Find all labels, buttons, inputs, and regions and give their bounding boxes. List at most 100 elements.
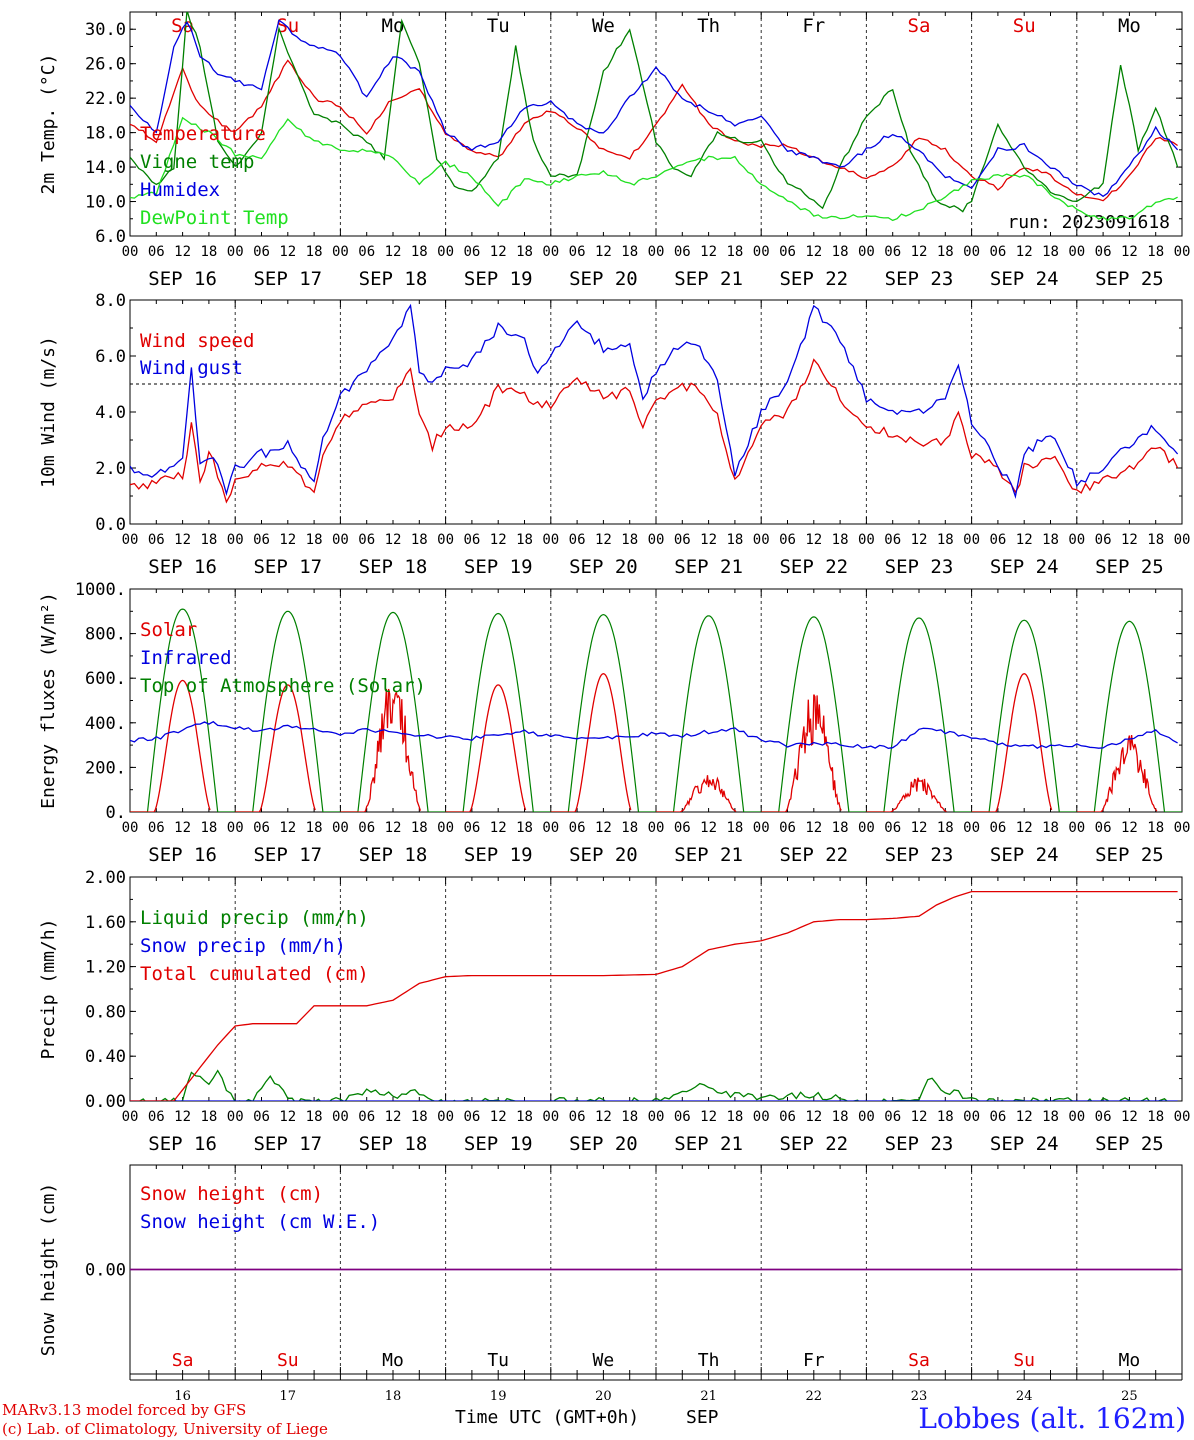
x-day-label: SEP 24 bbox=[990, 268, 1059, 290]
y-axis-label: 2m Temp. (°C) bbox=[38, 54, 59, 195]
x-hour-label: 06 bbox=[148, 1109, 165, 1125]
x-day-label: SEP 23 bbox=[885, 1133, 954, 1155]
y-tick-label: 18.0 bbox=[85, 124, 126, 144]
x-hour-label: 00 bbox=[753, 244, 770, 260]
x-hour-label: 12 bbox=[1016, 1109, 1033, 1125]
x-hour-label: 06 bbox=[989, 820, 1006, 836]
x-hour-label: 18 bbox=[832, 820, 849, 836]
x-day-label: SEP 17 bbox=[253, 268, 322, 290]
x-hour-label: 00 bbox=[542, 820, 559, 836]
plot-frame bbox=[129, 588, 1183, 813]
y-tick-label: 8.0 bbox=[95, 291, 126, 311]
toa-solar-line bbox=[971, 619, 1077, 812]
weekday-label: Tu bbox=[487, 1350, 509, 1371]
x-day-label: SEP 18 bbox=[359, 556, 428, 578]
x-hour-label: 12 bbox=[805, 1109, 822, 1125]
legend-entry: Wind speed bbox=[140, 330, 254, 352]
x-hour-label: 00 bbox=[437, 244, 454, 260]
day-number-label: 25 bbox=[1121, 1389, 1138, 1404]
x-hour-label: 12 bbox=[1121, 820, 1138, 836]
y-tick-label: 400. bbox=[85, 714, 126, 734]
x-hour-label: 06 bbox=[569, 244, 586, 260]
x-hour-label: 00 bbox=[1068, 532, 1085, 548]
x-hour-label: 12 bbox=[279, 532, 296, 548]
x-hour-label: 12 bbox=[174, 1109, 191, 1125]
day-number-label: 22 bbox=[806, 1389, 823, 1404]
x-day-label: SEP 21 bbox=[674, 844, 743, 866]
x-day-label: SEP 21 bbox=[674, 556, 743, 578]
dewpoint-templine bbox=[130, 116, 1178, 222]
x-hour-label: 18 bbox=[411, 820, 428, 836]
y-tick-label: 1000. bbox=[75, 580, 126, 600]
x-hour-label: 06 bbox=[779, 820, 796, 836]
y-tick-label: 0.00 bbox=[85, 1261, 126, 1281]
x-hour-label: 06 bbox=[1095, 820, 1112, 836]
y-tick-label: 0. bbox=[106, 803, 126, 823]
solar-line bbox=[971, 673, 1053, 812]
x-hour-label: 18 bbox=[726, 244, 743, 260]
toa-solar-line bbox=[1076, 620, 1182, 812]
x-day-label: SEP 24 bbox=[990, 556, 1059, 578]
x-hour-label: 00 bbox=[753, 1109, 770, 1125]
x-hour-label: 12 bbox=[911, 532, 928, 548]
x-hour-label: 18 bbox=[1147, 820, 1164, 836]
weekday-label: Fr bbox=[803, 1350, 825, 1371]
x-hour-label: 18 bbox=[937, 1109, 954, 1125]
x-hour-label: 06 bbox=[253, 532, 270, 548]
x-hour-label: 06 bbox=[884, 1109, 901, 1125]
x-hour-label: 18 bbox=[200, 532, 217, 548]
x-hour-label: 00 bbox=[648, 820, 665, 836]
legend-entry: Snow height (cm) bbox=[140, 1183, 323, 1205]
toa-solar-line bbox=[656, 615, 762, 812]
x-hour-label: 12 bbox=[174, 820, 191, 836]
x-hour-label: 06 bbox=[1095, 532, 1112, 548]
x-hour-label: 00 bbox=[227, 244, 244, 260]
x-day-label: SEP 25 bbox=[1095, 268, 1164, 290]
x-hour-label: 00 bbox=[122, 820, 139, 836]
x-axis-title: Time UTC (GMT+0h) bbox=[455, 1407, 639, 1428]
total-cumulated-cm-line bbox=[130, 890, 1178, 1101]
legend-entry: DewPoint Temp bbox=[140, 207, 289, 229]
panel-wind: 8.0 6.0 4.0 2.0 0.0 10m Wind (m/s) 00 06 12 18 00 0… bbox=[38, 291, 1190, 578]
x-hour-label: 00 bbox=[122, 1109, 139, 1125]
series-group bbox=[130, 303, 1179, 504]
x-hour-label: 12 bbox=[805, 820, 822, 836]
x-hour-label: 18 bbox=[306, 820, 323, 836]
x-hour-label: 06 bbox=[779, 244, 796, 260]
y-tick-label: 0.40 bbox=[85, 1047, 126, 1067]
weekday-label: Mo bbox=[382, 15, 405, 37]
x-hour-label: 18 bbox=[411, 244, 428, 260]
x-hour-label: 06 bbox=[989, 1109, 1006, 1125]
y-tick-label: 4.0 bbox=[95, 403, 126, 423]
panels: 30.0 26.0 22.0 18.0 14.0 10.0 6.0 2m Temp. (°C)… bbox=[38, 11, 1190, 1404]
y-axis-label: Precip (mm/h) bbox=[38, 919, 59, 1060]
toa-solar-line bbox=[761, 616, 867, 812]
x-day-label: SEP 22 bbox=[779, 844, 848, 866]
x-hour-label: 00 bbox=[648, 532, 665, 548]
x-hour-label: 12 bbox=[1121, 532, 1138, 548]
weekday-label: Su bbox=[276, 15, 299, 37]
y-axis-label: 10m Wind (m/s) bbox=[38, 336, 59, 488]
legend-entry: Temperature bbox=[140, 123, 266, 145]
x-hour-label: 12 bbox=[385, 820, 402, 836]
x-hour-label: 00 bbox=[1174, 532, 1191, 548]
x-hour-label: 18 bbox=[411, 532, 428, 548]
x-hour-label: 18 bbox=[937, 820, 954, 836]
panel-energy: 1000. 800. 600. 400. 200. 0. Energy fluxes (W/… bbox=[38, 580, 1190, 866]
x-hour-label: 12 bbox=[805, 532, 822, 548]
x-hour-label: 18 bbox=[937, 244, 954, 260]
x-hour-label: 06 bbox=[358, 820, 375, 836]
x-hour-label: 00 bbox=[858, 532, 875, 548]
x-hour-label: 12 bbox=[279, 244, 296, 260]
x-hour-label: 00 bbox=[1068, 1109, 1085, 1125]
x-day-label: SEP 19 bbox=[464, 556, 533, 578]
weekday-label: Sa bbox=[908, 15, 931, 37]
temperatureline bbox=[130, 59, 1178, 202]
x-day-label: SEP 16 bbox=[148, 1133, 217, 1155]
x-hour-label: 18 bbox=[1042, 1109, 1059, 1125]
x-hour-label: 18 bbox=[832, 532, 849, 548]
x-hour-label: 06 bbox=[463, 532, 480, 548]
legend-entry: Wind gust bbox=[140, 357, 243, 379]
x-hour-label: 06 bbox=[463, 244, 480, 260]
weekday-label: Tu bbox=[487, 15, 510, 37]
